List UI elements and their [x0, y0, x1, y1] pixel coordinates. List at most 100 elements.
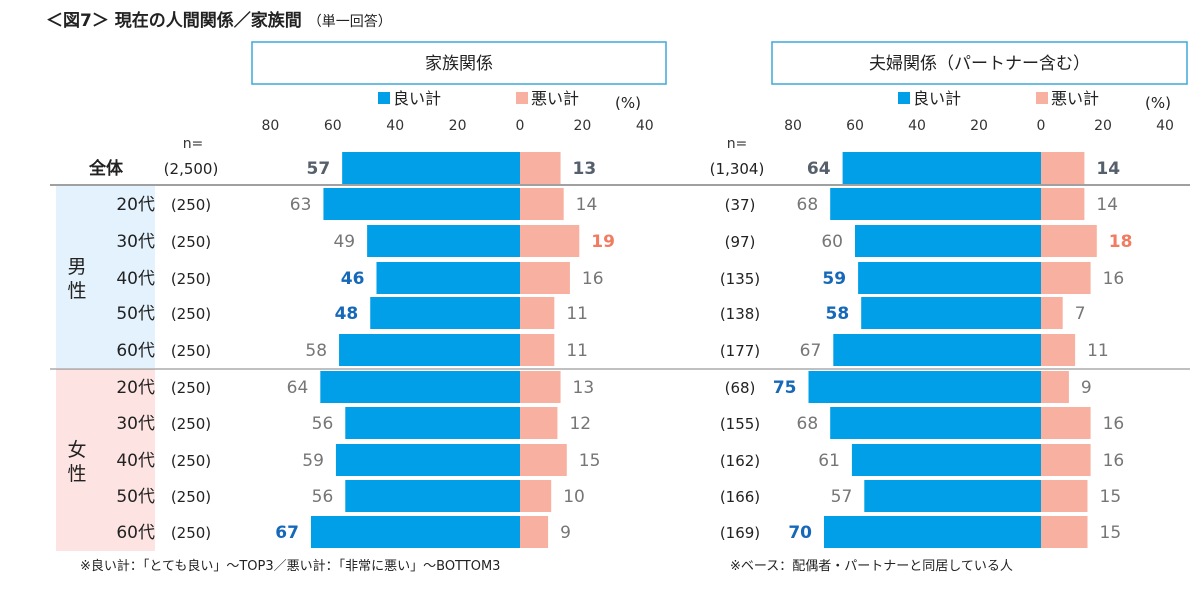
group-label-char: 女 — [67, 439, 86, 461]
row-label: 全体 — [88, 158, 124, 179]
bar-bad — [520, 297, 555, 329]
data-label-bad: 11 — [566, 304, 588, 324]
bar-good — [342, 152, 520, 184]
bar-bad — [1041, 297, 1063, 329]
bar-good — [376, 262, 520, 294]
bar-bad — [520, 188, 564, 220]
row-label: 40代 — [116, 269, 155, 289]
row-label: 60代 — [116, 341, 155, 361]
bar-good — [830, 407, 1041, 439]
bar-bad — [1041, 480, 1088, 512]
row-label: 20代 — [116, 378, 155, 398]
bar-good — [824, 516, 1041, 548]
bar-bad — [1041, 188, 1085, 220]
data-label-good: 49 — [333, 232, 355, 252]
data-label-bad: 14 — [576, 195, 598, 215]
data-label-good: 64 — [287, 378, 309, 398]
row-label: 30代 — [116, 414, 155, 434]
data-label-good: 46 — [341, 269, 365, 289]
bar-bad — [520, 334, 555, 366]
n-value: (250) — [171, 270, 211, 288]
n-value: (68) — [725, 379, 756, 397]
panel-title: 家族関係 — [425, 54, 493, 74]
bar-bad — [520, 516, 549, 548]
data-label-good: 75 — [773, 378, 797, 398]
bar-good — [345, 480, 520, 512]
row-label: 60代 — [116, 523, 155, 543]
data-label-bad: 14 — [1096, 159, 1120, 179]
data-label-good: 64 — [807, 159, 831, 179]
figure-subtitle: （単一回答） — [307, 14, 392, 30]
n-value: (250) — [171, 452, 211, 470]
n-value: (250) — [171, 415, 211, 433]
axis-tick-label: 40 — [1156, 118, 1174, 134]
n-value: (166) — [720, 488, 760, 506]
legend-swatch-bad — [516, 92, 528, 104]
bar-good — [367, 225, 520, 257]
bar-bad — [1041, 444, 1091, 476]
n-value: (250) — [171, 524, 211, 542]
data-label-bad: 11 — [1087, 341, 1109, 361]
bar-good — [858, 262, 1041, 294]
row-label: 50代 — [116, 487, 155, 507]
data-label-good: 67 — [800, 341, 822, 361]
group-label-char: 性 — [67, 463, 86, 485]
n-value: (169) — [720, 524, 760, 542]
n-value: (250) — [171, 196, 211, 214]
group-band-1 — [56, 369, 155, 551]
figure-title-text: ＜図7＞ 現在の人間関係／家族間 — [46, 11, 302, 31]
data-label-good: 68 — [797, 195, 819, 215]
legend-swatch-bad — [1036, 92, 1048, 104]
panel-title: 夫婦関係（パートナー含む） — [869, 54, 1090, 74]
axis-tick-label: 80 — [784, 118, 802, 134]
data-label-good: 56 — [312, 414, 334, 434]
data-label-bad: 15 — [579, 451, 601, 471]
bar-bad — [520, 480, 552, 512]
data-label-good: 59 — [822, 269, 846, 289]
bar-good — [339, 334, 520, 366]
data-label-good: 56 — [312, 487, 334, 507]
data-label-good: 58 — [826, 304, 850, 324]
legend-label-bad: 悪い計 — [1051, 89, 1099, 108]
footnote-definition: ※良い計：「とても良い」～TOP3／悪い計：「非常に悪い」～BOTTOM3 — [80, 559, 501, 574]
row-label: 30代 — [116, 232, 155, 252]
bar-good — [830, 188, 1041, 220]
bar-good — [864, 480, 1041, 512]
axis-tick-label: 0 — [1037, 118, 1046, 134]
data-label-good: 58 — [305, 341, 327, 361]
row-label: 20代 — [116, 195, 155, 215]
figure-title: ＜図7＞ 現在の人間関係／家族間 （単一回答） — [46, 6, 392, 31]
axis-tick-label: 20 — [970, 118, 988, 134]
bar-good — [320, 371, 520, 403]
data-label-bad: 16 — [1103, 269, 1125, 289]
legend-label-good: 良い計 — [913, 89, 961, 108]
data-label-good: 57 — [831, 487, 853, 507]
axis-tick-label: 40 — [636, 118, 654, 134]
data-label-good: 63 — [290, 195, 312, 215]
axis-tick-label: 60 — [324, 118, 342, 134]
bar-good — [808, 371, 1041, 403]
bar-bad — [1041, 516, 1088, 548]
group-label-char: 男 — [67, 256, 86, 278]
bar-good — [833, 334, 1041, 366]
n-value: (250) — [171, 342, 211, 360]
axis-tick-label: 40 — [908, 118, 926, 134]
bar-good — [345, 407, 520, 439]
data-label-bad: 16 — [1103, 451, 1125, 471]
bar-bad — [1041, 334, 1076, 366]
n-value: (177) — [720, 342, 760, 360]
axis-tick-label: 20 — [573, 118, 591, 134]
bar-bad — [520, 262, 570, 294]
n-value: (2,500) — [164, 160, 219, 178]
data-label-bad: 13 — [573, 159, 597, 179]
bar-bad — [1041, 407, 1091, 439]
data-label-bad: 10 — [563, 487, 585, 507]
bar-bad — [520, 371, 561, 403]
data-label-bad: 13 — [573, 378, 595, 398]
axis-tick-label: 60 — [846, 118, 864, 134]
n-value: (155) — [720, 415, 760, 433]
footnote-base: ※ベース：配偶者・パートナーと同居している人 — [730, 559, 1013, 574]
axis-tick-label: 80 — [261, 118, 279, 134]
unit-label: (%) — [615, 94, 641, 112]
